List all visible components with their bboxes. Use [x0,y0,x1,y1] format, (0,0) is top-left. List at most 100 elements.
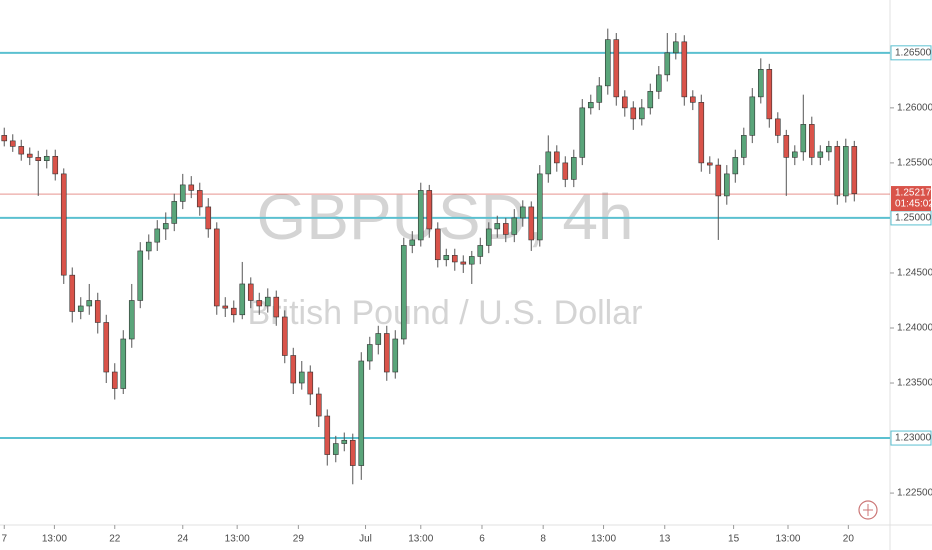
candle-body [77,305,84,312]
candle-body [817,151,824,158]
candle-body [638,107,645,120]
y-tick-label: 1.24500 [897,268,932,279]
candle-body [477,245,484,257]
candle-body [332,443,339,455]
candle-body [111,371,118,389]
candle-body [273,296,280,318]
candle-body [18,146,25,155]
y-tick-label: 1.25500 [897,158,932,169]
candle-body [128,300,135,340]
candle-body [196,190,203,208]
candle-body [468,256,475,265]
candle-body [60,173,67,276]
level-label: 1.26500 [895,47,932,58]
candle-body [536,173,543,241]
candle-body [26,153,33,158]
candle-body [562,162,569,180]
candle-body [417,190,424,241]
candle-body [94,300,101,323]
x-tick-label: 13 [659,534,671,545]
candle-body [366,344,373,362]
candle-body [485,228,492,246]
candle-body [647,91,654,109]
y-tick-label: 1.26000 [897,103,932,114]
candle-body [392,338,399,373]
candle-body [604,39,611,87]
candle-body [740,135,747,158]
candle-body [706,162,713,166]
watermark-subtitle: British Pound / U.S. Dollar [248,294,643,332]
candle-body [579,107,586,158]
candle-body [179,184,186,202]
candle-body [43,155,50,161]
candle-body [256,300,263,307]
level-label: 1.25000 [895,213,932,224]
candle-body [307,371,314,395]
x-tick-label: 8 [540,534,546,545]
candle-body [103,322,110,373]
candle-body [825,146,832,153]
last-price-label: 1.25217 [895,188,932,199]
candle-body [137,250,144,301]
candle-body [766,69,773,120]
candle-body [69,274,76,312]
x-tick-label: 29 [293,534,305,545]
candle-body [315,393,322,417]
candle-body [383,333,390,373]
candle-body [290,355,297,384]
candle-body [9,140,16,147]
candle-body [434,228,441,261]
candle-body [511,217,518,235]
y-tick-label: 1.24000 [897,323,932,334]
x-tick-label: 6 [479,534,485,545]
candle-body [213,228,220,307]
candle-body [681,41,688,98]
candle-body [35,157,42,161]
x-tick-label: 22 [109,534,121,545]
candle-body [1,135,8,142]
x-tick-label: 13:00 [408,534,433,545]
level-label-box [890,45,932,61]
candle-body [672,41,679,54]
candle-body [426,190,433,230]
candle-body [188,184,195,191]
candle-body [502,223,509,235]
candle-body [154,228,161,243]
last-price-box [891,186,931,212]
candle-body [171,201,178,224]
candle-body [553,151,560,164]
y-tick-label: 1.22500 [897,488,932,499]
candle-body [587,102,594,109]
x-tick-label: 15 [728,534,740,545]
x-tick-label: 7 [1,534,7,545]
candle-body [621,96,628,109]
candle-body [655,74,662,92]
x-tick-label: Jul [359,534,372,545]
candle-body [519,206,526,219]
level-label-box [890,430,932,446]
candle-body [528,206,535,241]
x-tick-label: 13:00 [225,534,250,545]
candle-body [732,157,739,175]
countdown: 01:45:02 [895,199,932,210]
candle-body [298,371,305,384]
candle-body [842,146,849,197]
candle-body [596,85,603,103]
candle-body [757,69,764,98]
candle-body [324,415,331,455]
candle-body [630,107,637,120]
candle-body [400,245,407,340]
candle-body [145,241,152,252]
candle-body [689,96,696,103]
logo [858,500,878,520]
level-label: 1.23000 [895,433,932,444]
candle-body [205,206,212,230]
candle-body [570,157,577,180]
candle-body [774,118,781,136]
candle-body [808,124,815,158]
candle-body [545,151,552,175]
candle-body [443,255,450,261]
candle-body [664,52,671,76]
candle-body [451,255,458,263]
